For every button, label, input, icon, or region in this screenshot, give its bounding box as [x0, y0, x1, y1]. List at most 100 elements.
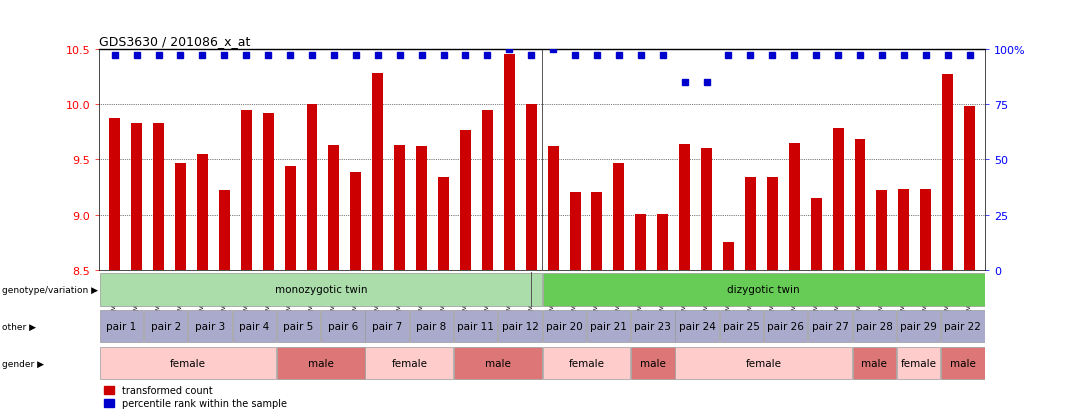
Bar — [899, 190, 909, 271]
Bar — [373, 74, 383, 271]
Text: pair 21: pair 21 — [590, 321, 627, 332]
Bar — [941, 310, 985, 343]
Text: genotype/variation ▶: genotype/variation ▶ — [2, 285, 98, 294]
Text: pair 11: pair 11 — [457, 321, 495, 332]
Legend: transformed count, percentile rank within the sample: transformed count, percentile rank withi… — [105, 385, 286, 408]
Bar — [745, 178, 756, 271]
Bar — [635, 214, 646, 271]
Bar — [723, 243, 734, 271]
Bar — [350, 172, 362, 271]
Bar — [365, 310, 409, 343]
Bar — [321, 310, 365, 343]
Bar — [498, 310, 542, 343]
Bar — [675, 347, 852, 380]
Bar — [153, 123, 164, 271]
Text: male: male — [862, 358, 887, 368]
Bar — [409, 310, 454, 343]
Bar — [394, 146, 405, 271]
Bar — [719, 310, 764, 343]
Text: dizygotic twin: dizygotic twin — [727, 285, 800, 295]
Bar — [788, 143, 799, 271]
Bar — [701, 149, 712, 271]
Bar — [548, 147, 558, 271]
Bar — [482, 110, 492, 271]
Bar — [896, 347, 941, 380]
Text: GDS3630 / 201086_x_at: GDS3630 / 201086_x_at — [99, 36, 251, 48]
Bar — [852, 347, 896, 380]
Text: pair 7: pair 7 — [372, 321, 403, 332]
Bar — [811, 199, 822, 271]
Bar — [941, 347, 985, 380]
Text: pair 4: pair 4 — [239, 321, 270, 332]
Text: pair 8: pair 8 — [416, 321, 447, 332]
Bar — [586, 310, 631, 343]
Bar — [276, 310, 321, 343]
Bar — [109, 119, 120, 271]
Text: pair 23: pair 23 — [634, 321, 672, 332]
Bar — [877, 191, 888, 271]
Text: female: female — [901, 358, 936, 368]
Bar — [219, 191, 230, 271]
Bar — [542, 347, 631, 380]
Text: pair 25: pair 25 — [723, 321, 760, 332]
Bar — [679, 145, 690, 271]
Bar — [613, 164, 624, 271]
Bar — [526, 105, 537, 271]
Text: female: female — [170, 358, 206, 368]
Text: female: female — [391, 358, 428, 368]
Bar — [675, 310, 719, 343]
Bar — [896, 310, 941, 343]
Text: pair 20: pair 20 — [545, 321, 583, 332]
Bar — [542, 273, 985, 306]
Bar — [188, 310, 232, 343]
Bar — [276, 347, 365, 380]
Text: pair 22: pair 22 — [944, 321, 982, 332]
Text: pair 5: pair 5 — [283, 321, 314, 332]
Text: pair 2: pair 2 — [150, 321, 181, 332]
Text: gender ▶: gender ▶ — [2, 359, 44, 368]
Bar — [658, 214, 669, 271]
Text: monozygotic twin: monozygotic twin — [274, 285, 367, 295]
Text: male: male — [308, 358, 334, 368]
Bar — [99, 310, 144, 343]
Bar — [964, 107, 975, 271]
Text: pair 28: pair 28 — [855, 321, 893, 332]
Bar — [144, 310, 188, 343]
Bar — [328, 146, 339, 271]
Bar — [175, 164, 186, 271]
Bar — [454, 310, 498, 343]
Text: pair 26: pair 26 — [767, 321, 805, 332]
Text: male: male — [950, 358, 975, 368]
Bar — [416, 147, 427, 271]
Text: male: male — [485, 358, 511, 368]
Text: pair 1: pair 1 — [106, 321, 137, 332]
Bar — [920, 190, 931, 271]
Text: pair 12: pair 12 — [501, 321, 539, 332]
Bar — [569, 192, 581, 271]
Bar — [307, 105, 318, 271]
Bar — [631, 347, 675, 380]
Bar — [285, 167, 296, 271]
Bar — [764, 310, 808, 343]
Bar — [631, 310, 675, 343]
Bar — [808, 310, 852, 343]
Bar — [833, 129, 843, 271]
Text: female: female — [568, 358, 605, 368]
Bar — [542, 310, 586, 343]
Bar — [438, 178, 449, 271]
Bar — [365, 347, 454, 380]
Bar — [454, 347, 542, 380]
Bar — [503, 55, 515, 271]
Bar — [241, 110, 252, 271]
Bar — [99, 273, 542, 306]
Bar — [854, 140, 865, 271]
Bar — [232, 310, 276, 343]
Text: pair 27: pair 27 — [811, 321, 849, 332]
Bar — [460, 130, 471, 271]
Text: pair 29: pair 29 — [900, 321, 937, 332]
Bar — [767, 178, 778, 271]
Text: female: female — [745, 358, 782, 368]
Text: other ▶: other ▶ — [2, 322, 36, 331]
Bar — [942, 75, 954, 271]
Bar — [99, 347, 276, 380]
